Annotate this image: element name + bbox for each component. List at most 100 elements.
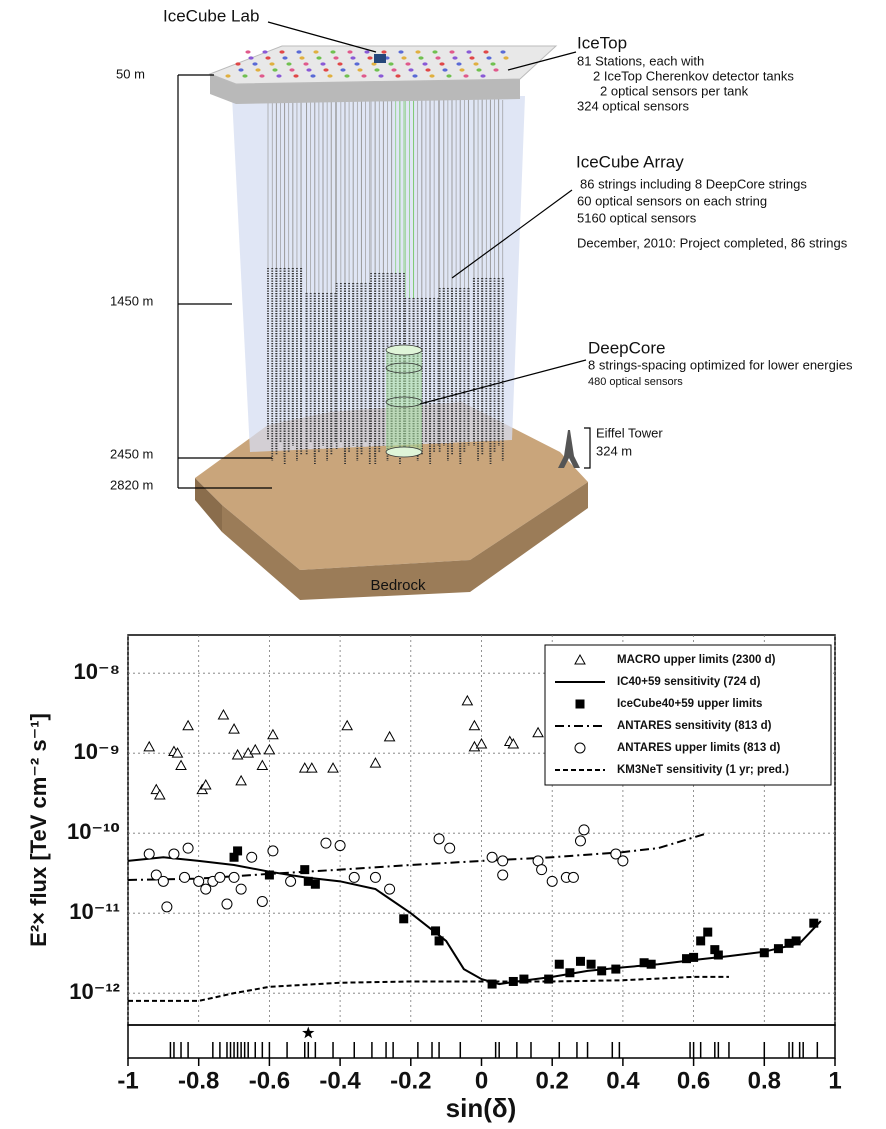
station: [480, 74, 486, 78]
ground-side: [222, 482, 588, 600]
triangle-marker: [199, 778, 212, 790]
y-tick-label: 10⁻⁸: [74, 659, 120, 684]
station: [415, 50, 421, 54]
leader-line: [267, 21, 377, 53]
station: [476, 68, 482, 72]
station: [357, 68, 363, 72]
station: [262, 50, 268, 54]
stations: [225, 50, 509, 78]
square-marker: [773, 944, 783, 954]
station: [435, 56, 441, 60]
x-tick-label: 0.8: [748, 1067, 781, 1094]
station: [412, 74, 418, 78]
legend-marker: [574, 742, 586, 754]
triangle-marker: [235, 774, 247, 786]
station: [442, 68, 448, 72]
station: [252, 62, 258, 66]
bedrock-label: Bedrock: [370, 577, 426, 594]
square-marker: [431, 926, 441, 936]
square-marker: [696, 936, 706, 946]
square-marker: [434, 936, 444, 946]
station: [276, 74, 282, 78]
circle-marker: [433, 833, 445, 845]
station: [405, 62, 411, 66]
station: [466, 50, 472, 54]
deepcore-line: 8 strings-spacing optimized for lower en…: [588, 357, 853, 372]
station: [432, 50, 438, 54]
station: [245, 50, 251, 54]
square-marker: [759, 948, 769, 958]
icetop-line: 2 IceTop Cherenkov detector tanks: [593, 68, 794, 83]
station: [242, 74, 248, 78]
y-tick-label: 10⁻¹²: [69, 979, 120, 1004]
station: [486, 56, 492, 60]
triangle-marker: [305, 762, 318, 773]
square-marker: [682, 954, 692, 964]
x-tick-label: -0.4: [319, 1067, 361, 1094]
x-tick-label: 0.6: [677, 1067, 710, 1094]
circle-marker: [348, 871, 360, 883]
triangle-marker: [171, 747, 184, 758]
square-marker: [703, 927, 713, 937]
station: [401, 56, 407, 60]
x-tick-label: 1: [828, 1067, 841, 1094]
circle-marker: [235, 883, 247, 895]
station: [350, 56, 356, 60]
square-marker: [586, 959, 596, 969]
deepcore-line: 480 optical sensors: [588, 376, 683, 388]
line: [127, 856, 822, 986]
station: [367, 56, 373, 60]
circle-marker: [497, 855, 509, 867]
legend-box: [544, 644, 832, 786]
station: [408, 68, 414, 72]
circle-marker: [574, 835, 586, 847]
circle-marker: [267, 845, 279, 857]
station: [286, 62, 292, 66]
x-tick-label: 0.4: [606, 1067, 640, 1094]
leader-line: [451, 189, 573, 279]
circle-marker: [193, 875, 205, 887]
circle-marker: [486, 851, 498, 863]
square-marker: [264, 870, 274, 880]
triangle-marker: [461, 694, 474, 706]
circle-marker: [334, 840, 346, 852]
station: [272, 68, 278, 72]
triangle-marker: [507, 738, 520, 749]
station: [303, 62, 309, 66]
circle-marker: [610, 848, 622, 860]
square-marker: [554, 959, 564, 969]
circle-marker: [369, 871, 381, 883]
legend-marker: [574, 653, 586, 665]
station: [395, 74, 401, 78]
triangle-marker: [256, 759, 269, 771]
deepcore-title: DeepCore: [588, 338, 666, 357]
circle-marker: [444, 842, 456, 854]
station: [418, 56, 424, 60]
triangle-marker: [249, 743, 262, 755]
station: [347, 50, 353, 54]
star-marker: [302, 1026, 315, 1039]
station: [473, 62, 479, 66]
station: [310, 74, 316, 78]
station: [378, 74, 384, 78]
triangle-marker: [475, 738, 488, 749]
x-tick-label: 0.2: [536, 1067, 569, 1094]
station: [429, 74, 435, 78]
triangle-marker: [263, 743, 276, 755]
station: [459, 68, 465, 72]
circle-marker: [256, 895, 268, 907]
triangle-marker: [341, 719, 354, 731]
square-marker: [646, 959, 656, 969]
station: [361, 74, 367, 78]
station: [381, 50, 387, 54]
deepcore-cylinder: [386, 350, 422, 452]
circle-marker: [179, 871, 191, 883]
plot: -1 -0.8 -0.6 -0.4 -0.2 0 0.2 0.4 0.6 0.8 1 10⁻⁸ 10⁻⁹…: [67, 635, 842, 1094]
triangle-marker: [267, 728, 279, 740]
x-tick-label: -0.6: [249, 1067, 290, 1094]
circle-marker: [546, 875, 558, 887]
station: [248, 56, 254, 60]
station: [483, 50, 489, 54]
y-axis-label: E²× flux [TeV cm⁻² s⁻¹]: [26, 713, 51, 947]
